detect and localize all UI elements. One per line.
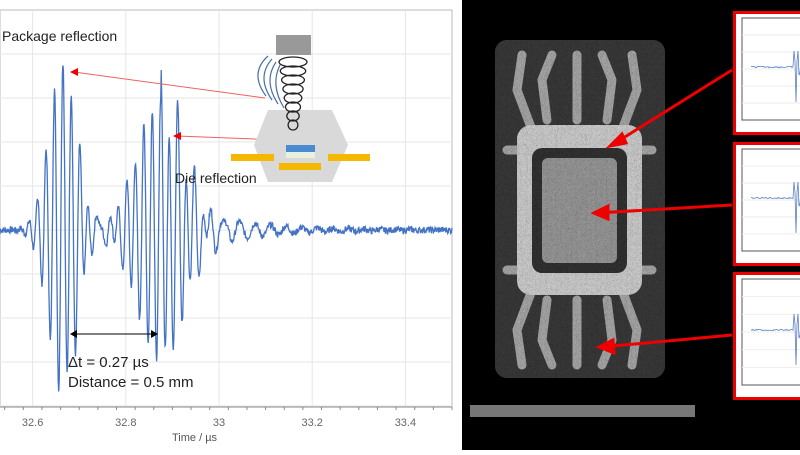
dt-arrowhead-left [70,330,77,338]
chip-scan-image [470,40,733,417]
beam-wave [284,101,302,113]
beam-wave [283,92,303,104]
package-reflection-label: Package reflection [2,28,118,44]
die-arrowhead [173,132,181,140]
package-arrow [73,71,266,99]
die [286,145,315,152]
waveform-line [0,65,453,392]
x-tick-label: 33 [213,417,225,429]
x-axis-label: Time / µs [172,432,218,444]
beam-wave [278,56,308,68]
inset-waveform-line [750,50,800,103]
inset-waveform-3 [733,272,800,400]
die-reflection-label: Die reflection [175,170,257,186]
x-tick-label: 32.6 [22,417,43,429]
inset-waveform-2 [733,142,800,266]
reflected-wave [257,55,269,97]
inset-waveform-line [750,313,800,366]
transducer-diagram [231,35,370,182]
reflected-wave [263,58,273,101]
inset-waveform-line [750,181,800,234]
die-attach [286,152,315,158]
lead-left [231,154,274,161]
beam-wave [280,74,306,86]
inset-waveform-1 [733,11,800,135]
lead-bottom [279,163,321,170]
delta-t-label: Δt = 0.27 µs [68,354,149,371]
beam-wave [286,110,300,122]
chart-svg: 32.6 32.8 33 33.2 33.4 [0,9,453,429]
distance-label: Distance = 0.5 mm [68,374,194,391]
waveform-chart: 32.6 32.8 33 33.2 33.4 Package reflection Di… [0,9,453,444]
reflected-wave [269,61,279,105]
x-tick-label: 33.4 [395,417,416,429]
beam-wave [282,83,304,95]
dt-arrowhead-right [151,330,158,338]
reflected-wave [275,64,285,109]
acoustic-image-panel [462,0,800,450]
x-tick-label: 33.2 [301,417,322,429]
beam-wave [279,65,307,77]
lead-right [328,154,370,161]
x-tick-label: 32.8 [115,417,136,429]
beam-wave [287,119,299,131]
package-arrowhead [70,68,78,76]
transducer-head [276,35,311,55]
